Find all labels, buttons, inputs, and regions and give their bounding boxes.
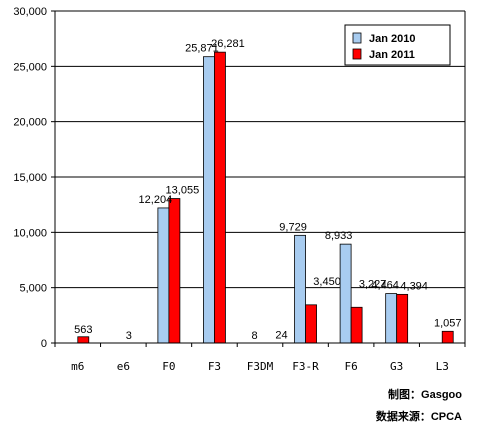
- data-label-jan-2011: 3,450: [313, 276, 341, 288]
- y-tick-label: 0: [41, 338, 47, 350]
- y-tick-label: 10,000: [13, 227, 47, 239]
- data-label-jan-2010: 12,204: [139, 194, 173, 206]
- x-tick-label: F3DM: [247, 360, 274, 373]
- bar-jan-2011: [350, 306, 363, 344]
- axes: [51, 10, 466, 347]
- y-tick-label: 30,000: [13, 6, 47, 18]
- data-label-jan-2010: 8,933: [325, 230, 353, 242]
- data-label-jan-2011: 13,055: [166, 185, 200, 197]
- bars: [77, 51, 454, 344]
- chart-credit-source: 数据来源：CPCA: [375, 411, 462, 423]
- data-label-jan-2011: 3,227: [359, 278, 387, 290]
- legend-box: [344, 24, 451, 66]
- y-tick-label: 20,000: [13, 117, 47, 129]
- data-label-jan-2011: 1,057: [434, 317, 462, 329]
- data-label-jan-2010: 8: [251, 330, 257, 342]
- bar-jan-2011: [77, 336, 90, 344]
- data-label-jan-2011: 563: [74, 324, 92, 336]
- x-tick-label: e6: [117, 360, 130, 373]
- data-label-jan-2011: 4,394: [400, 280, 428, 292]
- x-tick-label: F0: [162, 360, 175, 373]
- bar-jan-2010: [157, 207, 170, 344]
- y-tick-label: 15,000: [13, 172, 47, 184]
- labels: 0 5,000 10,000 15,000 20,000 25,000 30,000 m6 e6…: [13, 6, 461, 373]
- bar-jan-2011: [214, 51, 226, 344]
- x-tick-label: F3: [208, 360, 221, 373]
- data-label-jan-2010: 25,871: [185, 43, 219, 55]
- legend-label: Jan 2010: [369, 33, 415, 45]
- x-tick-label: L3: [436, 360, 449, 373]
- x-tick-label: F3-R: [292, 360, 319, 373]
- data-label-jan-2010: 9,729: [279, 221, 307, 233]
- y-tick-label: 25,000: [13, 61, 47, 73]
- bar-jan-2010: [385, 293, 398, 344]
- bar-jan-2011: [441, 330, 454, 344]
- bar-jan-2010: [203, 56, 215, 344]
- bar-jan-2011: [305, 304, 317, 344]
- y-tick-label: 5,000: [19, 283, 47, 295]
- legend-label: Jan 2011: [369, 49, 415, 61]
- gridlines: [55, 10, 465, 289]
- data-label-jan-2011: 26,281: [211, 38, 245, 50]
- bar-jan-2011: [396, 293, 409, 344]
- x-tick-label: m6: [71, 360, 84, 373]
- data-label-jan-2011: 3: [126, 330, 132, 342]
- legend-swatch: [352, 48, 362, 60]
- legend: Jan 2010 Jan 2011: [344, 24, 451, 66]
- data-label-jan-2010: 4,464: [371, 280, 399, 292]
- legend-swatch: [352, 32, 362, 44]
- x-tick-label: F6: [344, 360, 357, 373]
- bar-jan-2011: [168, 198, 181, 344]
- bar-jan-2010: [339, 243, 352, 344]
- chart-credit-maker: 制图：Gasgoo: [388, 389, 462, 401]
- x-tick-label: G3: [390, 360, 403, 373]
- data-label-jan-2011: 24: [275, 330, 287, 342]
- bar-jan-2010: [294, 234, 306, 344]
